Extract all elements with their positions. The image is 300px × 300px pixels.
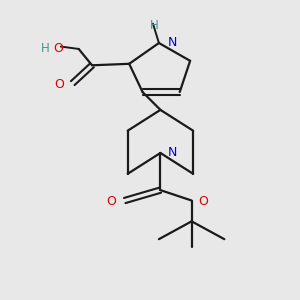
Text: O: O: [53, 42, 63, 56]
Text: O: O: [199, 195, 208, 208]
Text: O: O: [106, 195, 116, 208]
Text: N: N: [168, 146, 177, 159]
Text: H: H: [41, 42, 50, 56]
Text: O: O: [54, 78, 64, 91]
Text: N: N: [168, 36, 177, 49]
Text: H: H: [150, 19, 159, 32]
